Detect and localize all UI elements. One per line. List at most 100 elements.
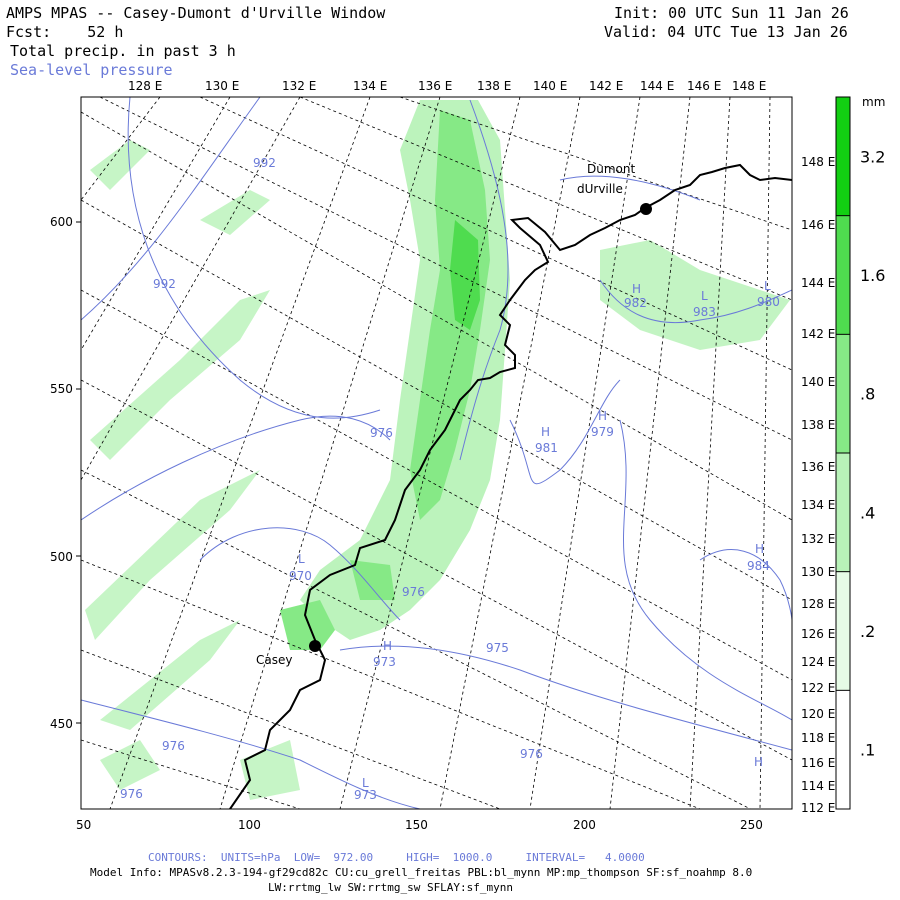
- right-lon-tick: 144 E: [801, 276, 835, 290]
- right-lon-tick: 120 E: [801, 707, 835, 721]
- precip-southwest-patch: [100, 740, 300, 800]
- right-lon-tick: 124 E: [801, 655, 835, 669]
- forecast-label: Fcst: 52 h: [6, 24, 123, 41]
- right-lon-tick: 140 E: [801, 375, 835, 389]
- pressure-marker: H: [383, 639, 392, 653]
- bottom-axis-tick: 250: [740, 818, 763, 832]
- right-lon-tick: 116 E: [801, 756, 835, 770]
- latlon-grid: [81, 97, 792, 809]
- isobar-label: 980: [757, 295, 780, 309]
- right-lon-tick: 126 E: [801, 627, 835, 641]
- init-time: Init: 00 UTC Sun 11 Jan 26: [614, 4, 849, 22]
- pressure-marker: H: [541, 425, 550, 439]
- map-frame: [80, 96, 793, 810]
- precip-core-main: [410, 110, 490, 520]
- pressure-marker: L: [701, 289, 708, 303]
- isobar-label: 982: [624, 296, 647, 310]
- colorbar-level-label: 3.2: [860, 147, 885, 166]
- isobar-label: 976: [402, 585, 425, 599]
- top-lon-tick: 140 E: [533, 79, 567, 93]
- casey-label: Casey: [256, 653, 292, 667]
- left-axis-tick: 550: [50, 382, 73, 396]
- colorbar-level-label: .4: [860, 503, 875, 522]
- colorbar-level-label: 1.6: [860, 266, 885, 285]
- right-lon-tick: 122 E: [801, 681, 835, 695]
- colorbar-level-label: .2: [860, 622, 875, 641]
- left-axis-tick: 450: [50, 717, 73, 731]
- bottom-axis-labels: 50 100 150 200 250: [76, 818, 763, 832]
- isobar-label: 984: [747, 559, 770, 573]
- isobar-label: 976: [520, 747, 543, 761]
- precip-west-streaks: [85, 140, 270, 730]
- top-lon-tick: 142 E: [589, 79, 623, 93]
- pressure-marker: L: [298, 552, 305, 566]
- colorbar-unit: mm: [862, 95, 885, 109]
- pressure-labels: 992 992 976 970 976 973 975 976 976 976 …: [120, 156, 780, 802]
- forecast-hours: 52 h: [87, 23, 124, 41]
- right-lon-tick: 128 E: [801, 597, 835, 611]
- forecast-label-text: Fcst:: [6, 23, 52, 41]
- isobar-label: 975: [486, 641, 509, 655]
- station-markers: Casey Dumont dUrville: [256, 162, 652, 667]
- colorbar-swatches: [836, 97, 850, 809]
- isobar-label: 976: [162, 739, 185, 753]
- dumont-durville-marker[interactable]: [640, 203, 652, 215]
- pressure-marker: H: [755, 542, 764, 556]
- right-lon-tick: 138 E: [801, 418, 835, 432]
- right-lon-tick: 146 E: [801, 218, 835, 232]
- colorbar-swatch: [836, 453, 850, 572]
- right-lon-tick: 114 E: [801, 779, 835, 793]
- right-longitude-labels: 148 E 146 E 144 E 142 E 140 E 138 E 136 …: [801, 155, 835, 815]
- contour-info: CONTOURS: UNITS=hPa LOW= 972.00 HIGH= 10…: [148, 851, 645, 864]
- top-lon-tick: 138 E: [477, 79, 511, 93]
- isobar-label: 992: [153, 277, 176, 291]
- dumont-label-2: dUrville: [577, 182, 623, 196]
- colorbar-level-label: .8: [860, 385, 875, 404]
- top-lon-tick: 134 E: [353, 79, 387, 93]
- colorbar: mm .1 .2 .4 .8 1.6 3.2: [835, 95, 885, 810]
- colorbar-labels: .1 .2 .4 .8 1.6 3.2: [836, 147, 885, 810]
- colorbar-swatch: [836, 97, 850, 216]
- colorbar-swatch: [836, 571, 850, 691]
- bottom-axis-tick: 150: [405, 818, 428, 832]
- bottom-axis-tick: 100: [238, 818, 261, 832]
- casey-marker[interactable]: [309, 640, 321, 652]
- isobar-label: 979: [591, 425, 614, 439]
- top-lon-tick: 144 E: [640, 79, 674, 93]
- top-longitude-labels: 128 E 130 E 132 E 134 E 136 E 138 E 140 …: [128, 79, 766, 93]
- model-info: Model Info: MPASv8.2.3-194-gf29cd82c CU:…: [90, 866, 753, 879]
- model-info-2: LW:rrtmg_lw SW:rrtmg_sw SFLAY:sf_mynn: [268, 881, 514, 894]
- pressure-marker: H: [598, 409, 607, 423]
- right-lon-tick: 132 E: [801, 532, 835, 546]
- isobar-label: 973: [354, 788, 377, 802]
- top-lon-tick: 132 E: [282, 79, 316, 93]
- precip-casey-patch: [280, 560, 395, 650]
- precip-shading: [85, 100, 790, 800]
- isobar-label: 976: [370, 426, 393, 440]
- left-axis-tick: 600: [50, 215, 73, 229]
- left-axis-tick: 500: [50, 550, 73, 564]
- top-lon-tick: 148 E: [732, 79, 766, 93]
- top-lon-tick: 128 E: [128, 79, 162, 93]
- right-lon-tick: 134 E: [801, 498, 835, 512]
- isobar-label: 973: [373, 655, 396, 669]
- right-lon-tick: 130 E: [801, 565, 835, 579]
- isobar-label: 992: [253, 156, 276, 170]
- dumont-label-1: Dumont: [587, 162, 635, 176]
- valid-time: Valid: 04 UTC Tue 13 Jan 26: [604, 23, 848, 41]
- colorbar-swatch: [836, 215, 850, 335]
- colorbar-level-label: .1: [860, 741, 875, 760]
- bottom-axis-tick: 50: [76, 818, 91, 832]
- pressure-marker: L: [362, 776, 369, 790]
- right-lon-tick: 118 E: [801, 731, 835, 745]
- right-lon-tick: 112 E: [801, 801, 835, 815]
- isobar-label: 981: [535, 441, 558, 455]
- top-lon-tick: 136 E: [418, 79, 452, 93]
- coastline: [229, 163, 792, 809]
- precip-peak-main: [450, 220, 480, 330]
- left-axis-labels: 600 550 500 450: [50, 215, 81, 731]
- right-lon-tick: 148 E: [801, 155, 835, 169]
- precip-east-patch: [600, 240, 790, 350]
- map-title: AMPS MPAS -- Casey-Dumont d'Urville Wind…: [6, 4, 386, 22]
- top-lon-tick: 146 E: [687, 79, 721, 93]
